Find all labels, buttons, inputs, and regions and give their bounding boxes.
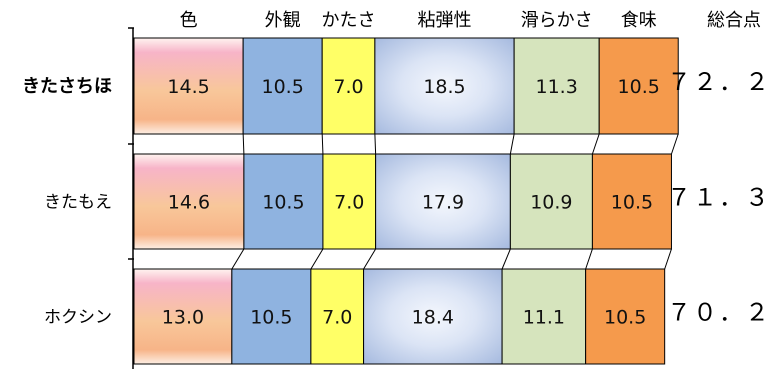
data-label: 18.4 bbox=[412, 307, 454, 329]
series-connector-line bbox=[501, 248, 511, 270]
legend-entry: 滑らかさ bbox=[521, 10, 593, 31]
data-label: 11.3 bbox=[536, 76, 578, 98]
data-label: 10.5 bbox=[604, 307, 646, 329]
series-connector-line bbox=[321, 133, 324, 155]
category-label: きたさちほ bbox=[22, 76, 112, 97]
series-connector-line bbox=[310, 248, 324, 270]
series-connector-line bbox=[231, 248, 245, 270]
data-label: 10.9 bbox=[530, 192, 572, 214]
series-connector-line bbox=[670, 133, 679, 155]
series-connector-line bbox=[585, 248, 593, 270]
series-connector-line bbox=[242, 133, 245, 155]
data-label: 11.1 bbox=[523, 307, 565, 329]
series-connector-line bbox=[509, 133, 515, 155]
bar-segment bbox=[598, 37, 679, 135]
bar-segment bbox=[375, 153, 511, 250]
data-label: 17.9 bbox=[422, 192, 464, 214]
total-score: ７０．２ bbox=[667, 299, 771, 327]
bar-segment bbox=[585, 268, 666, 365]
data-label: 10.5 bbox=[618, 76, 660, 98]
bar-segment bbox=[133, 268, 233, 365]
bar-segment bbox=[242, 37, 323, 135]
bar-segment bbox=[322, 153, 377, 250]
data-label: 7.0 bbox=[322, 307, 352, 329]
category-label: ホクシン bbox=[44, 308, 112, 328]
data-label: 10.5 bbox=[262, 76, 304, 98]
totals-header: 総合点 bbox=[707, 10, 761, 31]
series-connector-line bbox=[363, 248, 377, 270]
bar-segment bbox=[231, 268, 312, 365]
bar-segment bbox=[133, 153, 245, 250]
data-label: 13.0 bbox=[162, 307, 204, 329]
data-label: 14.6 bbox=[168, 192, 210, 214]
data-label: 18.5 bbox=[423, 76, 465, 98]
data-label: 10.5 bbox=[262, 192, 304, 214]
bar-segment bbox=[509, 153, 593, 250]
total-score: ７１．３ bbox=[667, 184, 771, 212]
legend-entry: 外観 bbox=[265, 10, 301, 31]
legend-entry: かたさ bbox=[322, 10, 376, 31]
bar-segment bbox=[374, 37, 515, 135]
data-label: 7.0 bbox=[334, 192, 364, 214]
legend-entry: 粘弾性 bbox=[418, 10, 472, 31]
bar-segment bbox=[133, 37, 244, 135]
category-label: きたもえ bbox=[44, 193, 112, 213]
bar-segment bbox=[321, 37, 376, 135]
data-label: 10.5 bbox=[250, 307, 292, 329]
legend-entry: 食味 bbox=[621, 10, 657, 31]
bar-segment bbox=[591, 153, 672, 250]
data-label: 7.0 bbox=[333, 76, 363, 98]
series-connector-line bbox=[591, 133, 600, 155]
series-connector-line bbox=[374, 133, 377, 155]
series-connector-line bbox=[664, 248, 672, 270]
data-label: 10.5 bbox=[611, 192, 653, 214]
bar-segment bbox=[363, 268, 503, 365]
data-label: 14.5 bbox=[167, 76, 209, 98]
total-score: ７２．２ bbox=[667, 68, 771, 96]
bar-segment bbox=[513, 37, 600, 135]
legend-entry: 色 bbox=[180, 10, 198, 31]
